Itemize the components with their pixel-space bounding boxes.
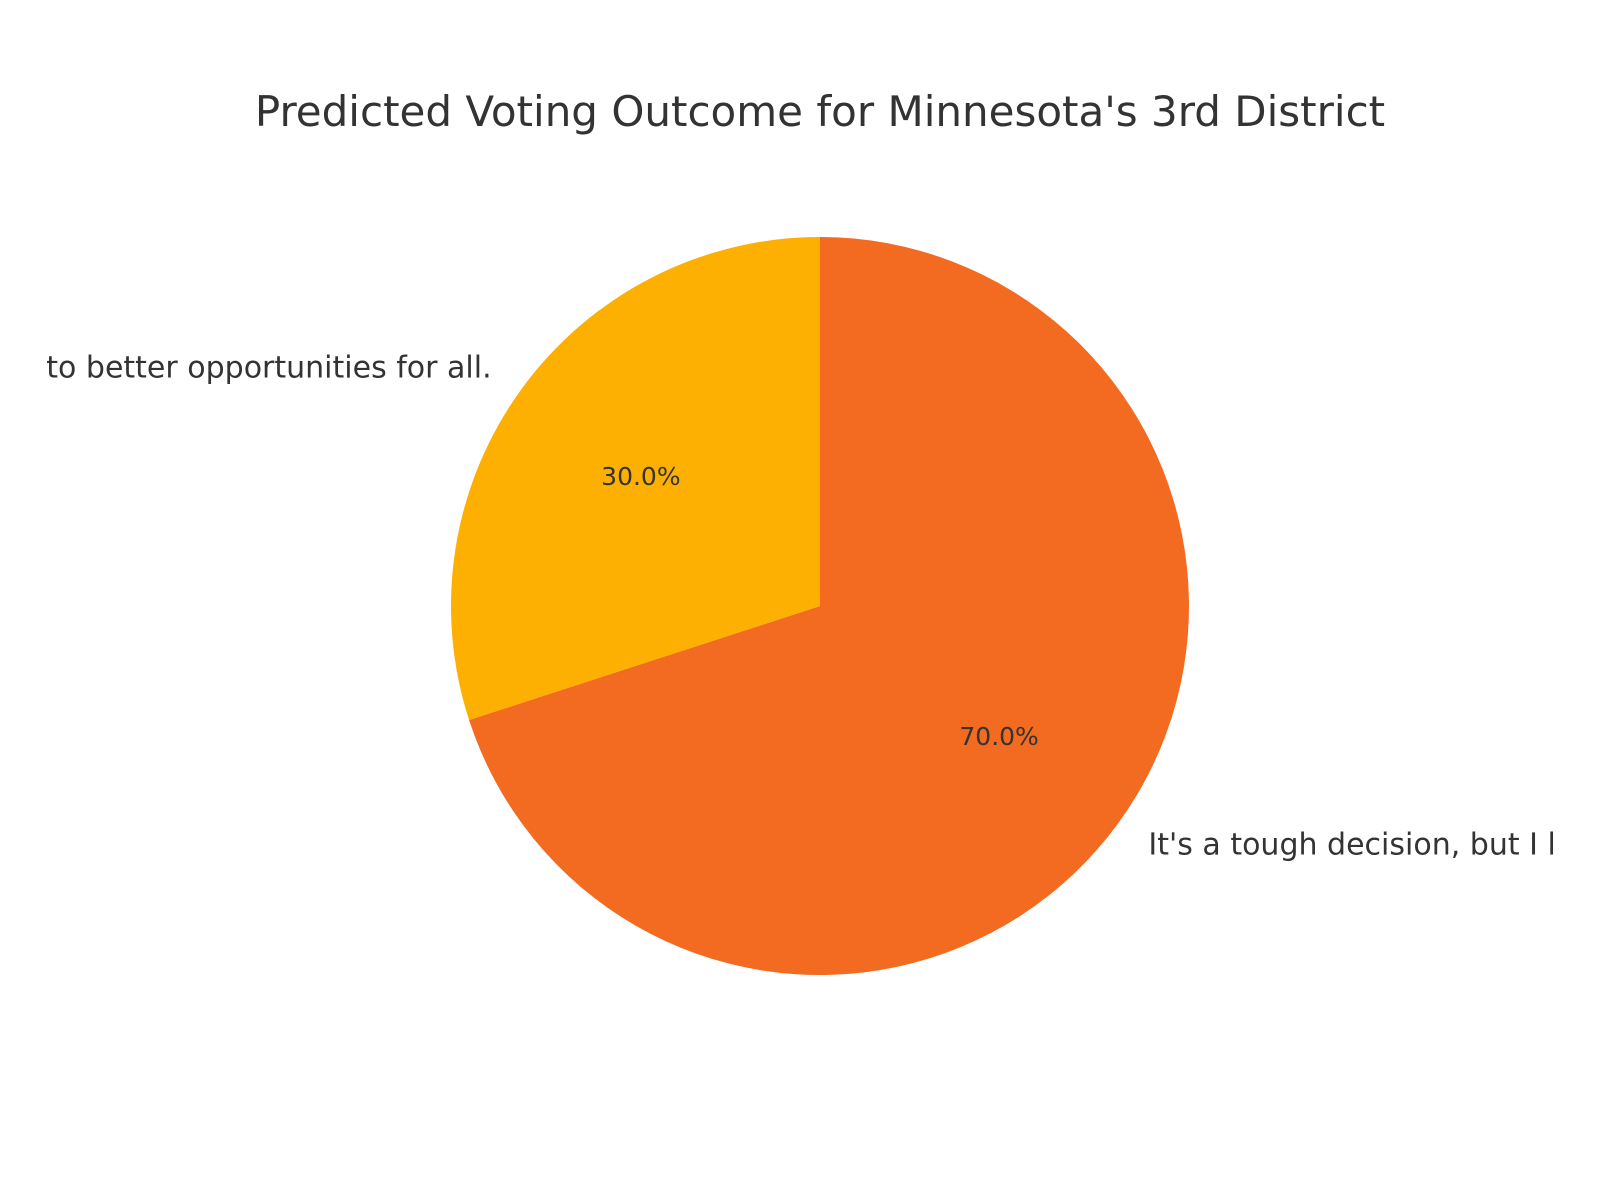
pie-pct-label-0: 70.0%: [959, 722, 1038, 751]
pie-category-label-1: to better opportunities for all.: [46, 350, 491, 385]
pie-slices: [451, 237, 1189, 975]
pie-category-label-0: It's a tough decision, but I l: [1148, 828, 1555, 863]
chart-title: Predicted Voting Outcome for Minnesota's…: [255, 87, 1385, 136]
pie-pct-label-1: 30.0%: [601, 462, 680, 491]
